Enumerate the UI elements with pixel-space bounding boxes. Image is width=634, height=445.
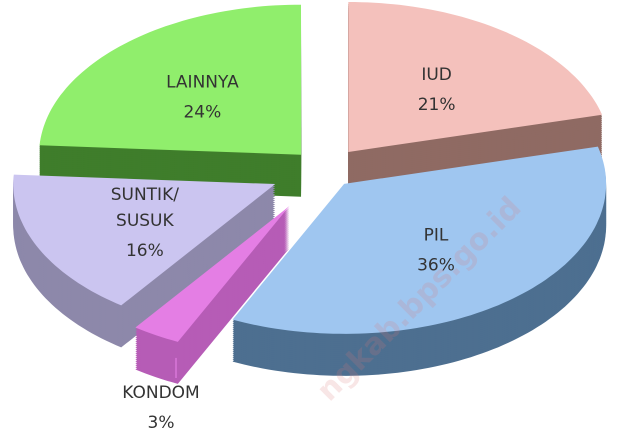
slice <box>232 146 607 334</box>
slice-value-label: 21% <box>418 95 456 115</box>
slice-value-label: 3% <box>148 413 175 433</box>
slice-label: KONDOM <box>122 383 199 403</box>
slice-label-line: SUSUK <box>116 211 174 231</box>
slice-label-line: SUNTIK/ <box>111 185 179 205</box>
slice <box>135 206 290 342</box>
slice-value-label: 16% <box>126 241 164 261</box>
slice <box>348 2 603 152</box>
slice <box>39 4 302 155</box>
slice-label: SUNTIK/SUSUK <box>111 185 179 231</box>
slice-label: PIL <box>424 225 449 245</box>
slice-label: IUD <box>421 65 452 85</box>
slice <box>13 174 276 306</box>
slice-value-label: 36% <box>417 255 455 275</box>
slice-value-label: 24% <box>183 103 221 123</box>
slice-label: LAINNYA <box>166 73 239 93</box>
